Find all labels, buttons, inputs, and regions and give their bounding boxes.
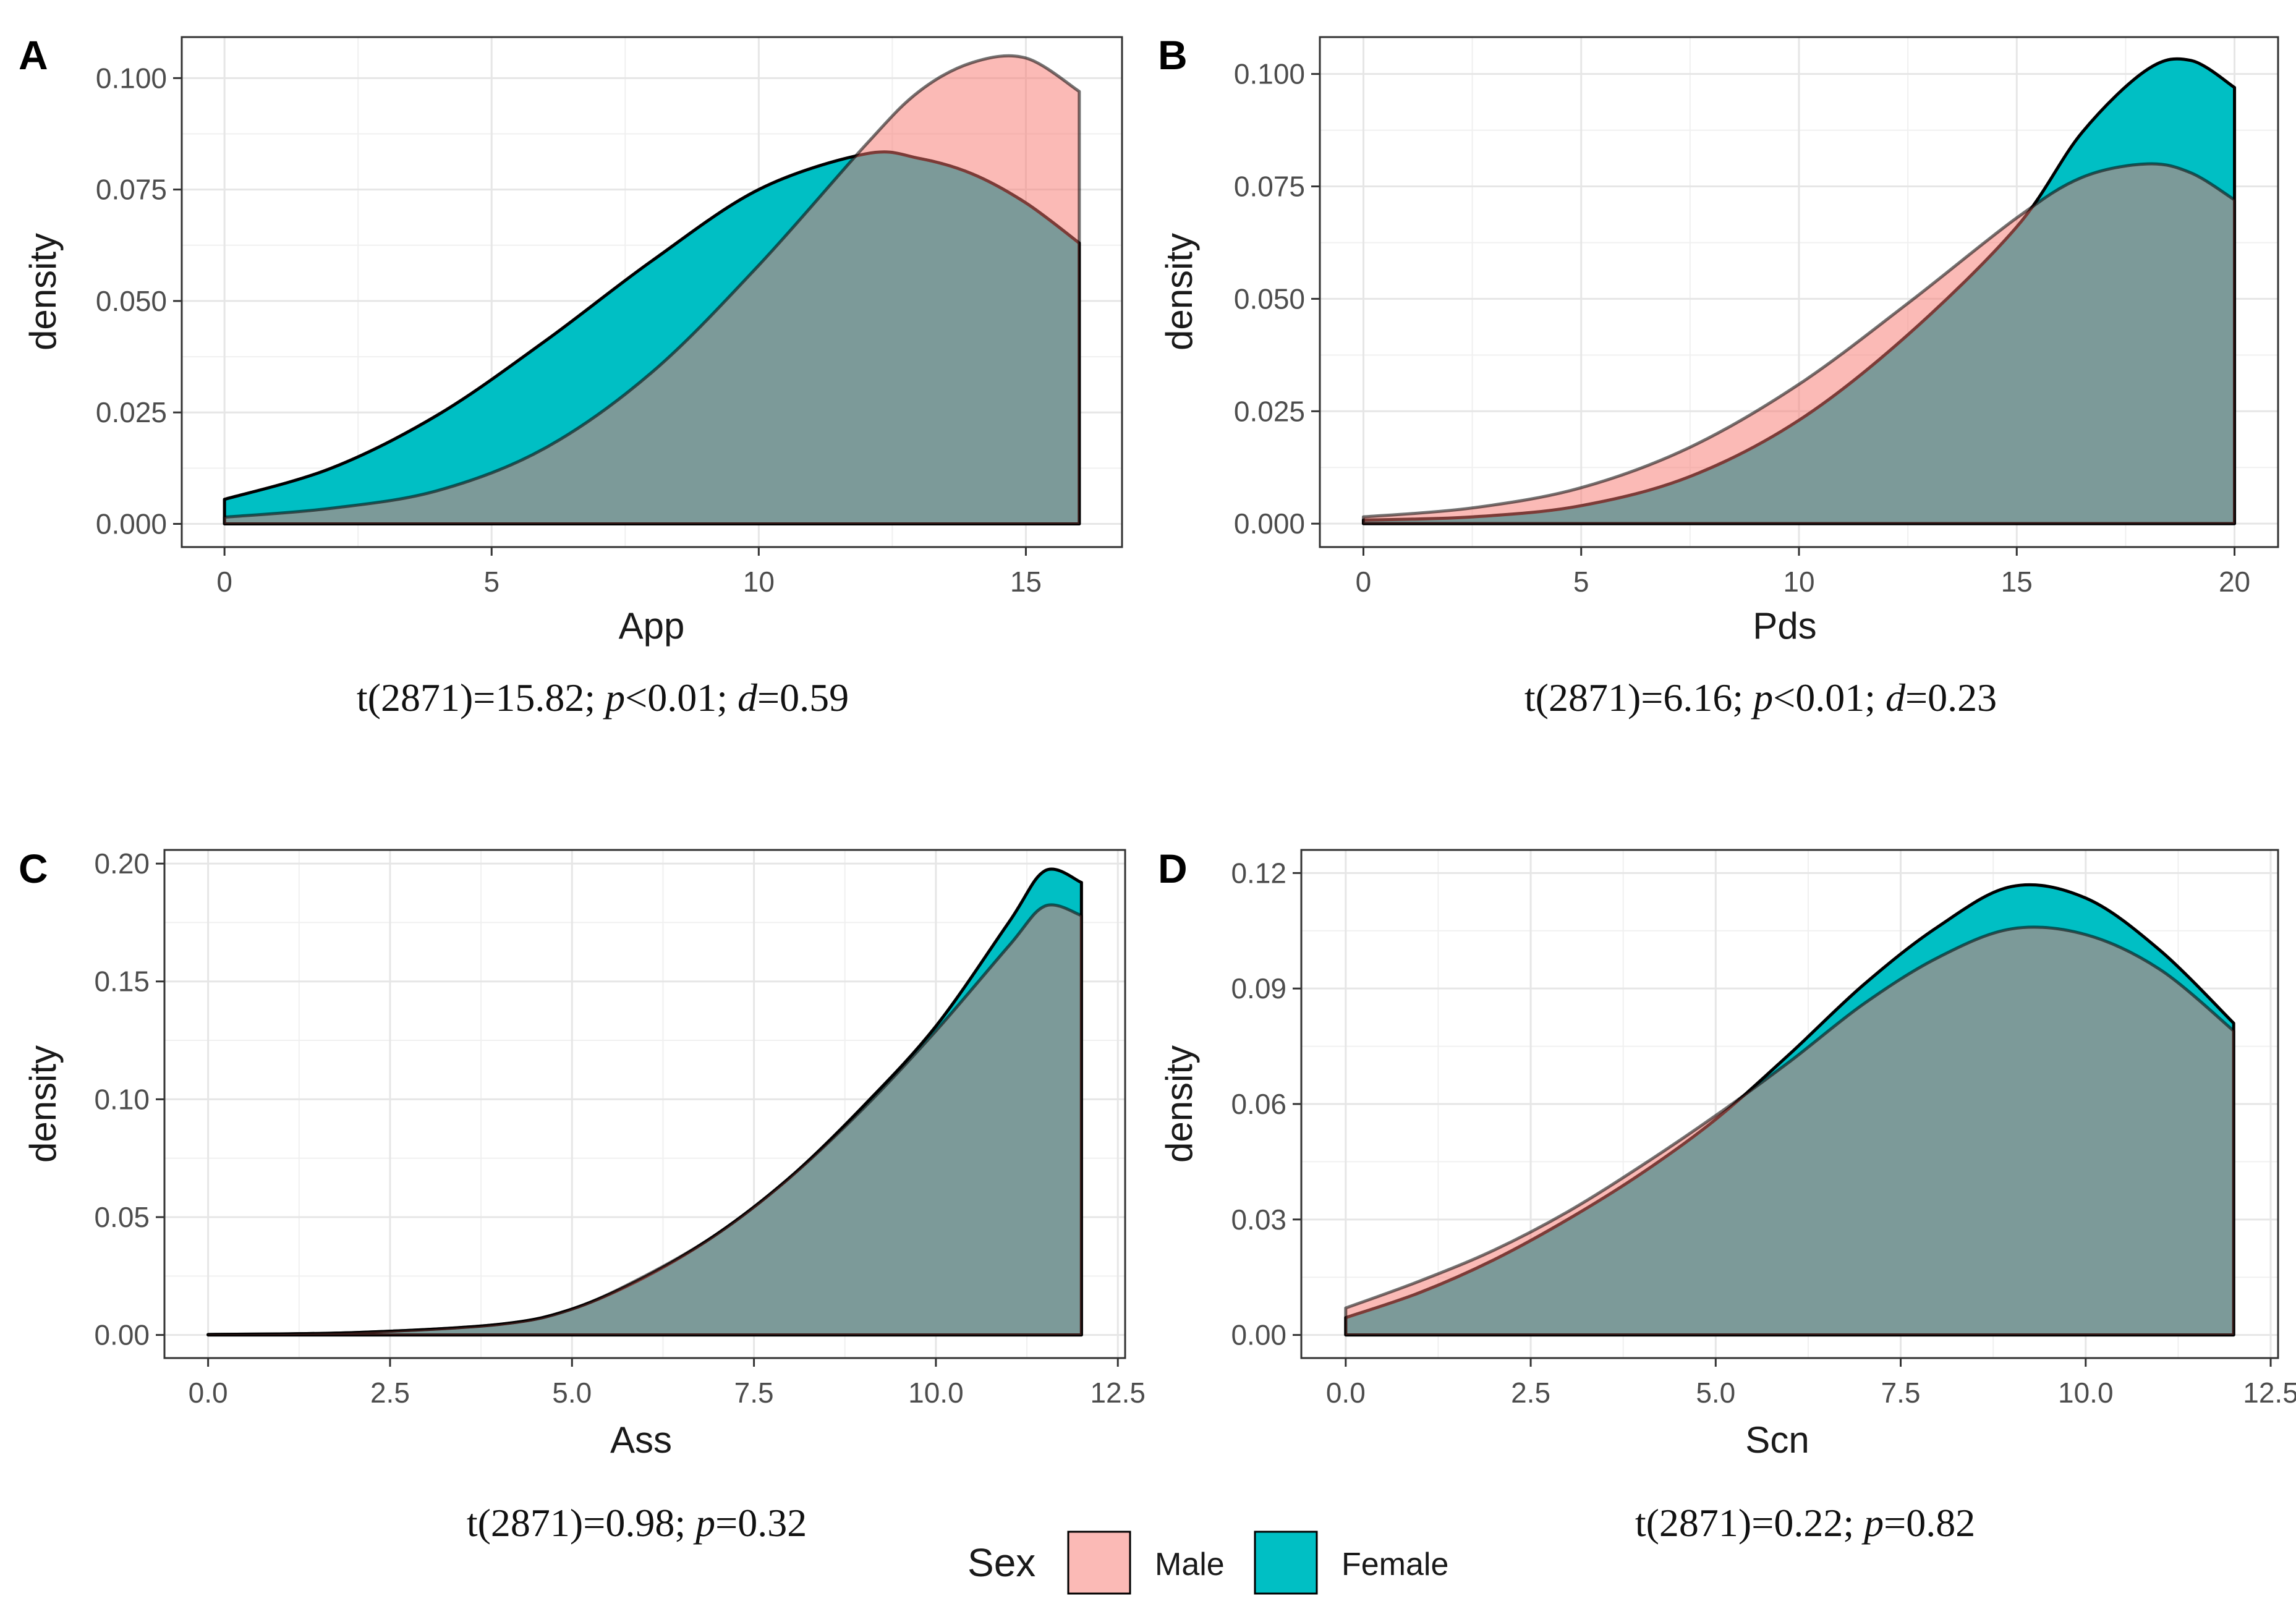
x-tick-label: 2.5 [370, 1377, 410, 1409]
x-tick-label: 5.0 [1696, 1377, 1735, 1409]
y-tick-label: 0.000 [1234, 507, 1305, 540]
panel-a-frame [181, 36, 1123, 548]
panel-b-stats-d-value: =0.23 [1905, 676, 1997, 720]
panel-c: 0.0 2.5 5.0 7.5 10.0 12.5 0.00 0.05 0.10 0.15 0.20… [19, 846, 1146, 1545]
x-tick-label: 5.0 [552, 1377, 592, 1409]
y-tick-label: 0.10 [94, 1083, 150, 1115]
panel-a: 0 5 10 15 0.000 0.025 0.050 0.075 0.100 A App de… [19, 32, 1123, 720]
density-area-male [223, 54, 1081, 525]
x-tick-label: 2.5 [1511, 1377, 1550, 1409]
y-tick-label: 0.00 [94, 1319, 150, 1351]
panel-a-ticks: 0 5 10 15 0.000 0.025 0.050 0.075 0.100 [96, 62, 1042, 598]
panel-b-ticks: 0 5 10 15 20 0.000 0.025 0.050 0.075 0.100 [1234, 58, 2250, 598]
y-tick-label: 0.09 [1231, 972, 1286, 1004]
panel-d-stats-p-value: =0.82 [1884, 1501, 1975, 1545]
x-tick-label: 15 [2001, 566, 2033, 598]
x-tick-label: 5 [483, 566, 500, 598]
panel-b-tag: B [1158, 32, 1188, 78]
panel-d-xlabel: Scn [1745, 1419, 1809, 1461]
panel-c-stats: t(2871)=0.98; p=0.32 [467, 1501, 807, 1545]
panel-d-areas [1344, 883, 2235, 1337]
y-tick-label: 0.100 [1234, 58, 1305, 90]
panel-b-stats-prefix: t(2871)=6.16; [1524, 676, 1753, 720]
x-tick-label: 0 [216, 566, 232, 598]
panel-a-stats-p-value: <0.01; [625, 676, 738, 720]
panel-d-stats: t(2871)=0.22; p=0.82 [1635, 1501, 1975, 1545]
panel-a-stats-d-value: =0.59 [757, 676, 849, 720]
x-tick-label: 7.5 [734, 1377, 774, 1409]
panel-c-areas [206, 867, 1083, 1337]
x-tick-label: 12.5 [2243, 1377, 2296, 1409]
panel-a-stats: t(2871)=15.82; p<0.01; d=0.59 [357, 676, 849, 720]
panel-b-ylabel: density [1159, 233, 1200, 350]
panel-c-stats-p: p [693, 1501, 715, 1545]
y-tick-label: 0.050 [1234, 282, 1305, 315]
x-tick-label: 10 [743, 566, 775, 598]
y-tick-label: 0.06 [1231, 1088, 1286, 1120]
legend: Sex Male Female [967, 1531, 1448, 1595]
x-tick-label: 10.0 [2058, 1377, 2114, 1409]
density-area-male [206, 903, 1083, 1337]
panel-c-ticks: 0.0 2.5 5.0 7.5 10.0 12.5 0.00 0.05 0.10 0.15 0.20 [94, 847, 1146, 1409]
y-tick-label: 0.100 [96, 62, 167, 94]
x-tick-label: 0.0 [189, 1377, 228, 1409]
panel-b-xlabel: Pds [1753, 605, 1816, 647]
panel-c-tag: C [19, 846, 48, 891]
y-tick-label: 0.075 [96, 174, 167, 206]
panel-a-stats-p: p [603, 676, 625, 720]
panel-b-stats: t(2871)=6.16; p<0.01; d=0.23 [1524, 676, 1997, 720]
panel-a-stats-prefix: t(2871)=15.82; [357, 676, 605, 720]
panel-b-areas [1361, 57, 2237, 525]
panel-a-areas [223, 54, 1081, 525]
x-tick-label: 0 [1356, 566, 1372, 598]
y-tick-label: 0.03 [1231, 1204, 1286, 1236]
x-tick-label: 15 [1010, 566, 1042, 598]
y-tick-label: 0.050 [96, 285, 167, 317]
y-tick-label: 0.05 [94, 1201, 150, 1233]
panel-d-stats-p: p [1861, 1501, 1884, 1545]
legend-label-male: Male [1155, 1547, 1225, 1582]
panel-b-stats-p-value: <0.01; [1773, 676, 1886, 720]
y-tick-label: 0.025 [1234, 395, 1305, 427]
x-tick-label: 20 [2219, 566, 2250, 598]
panel-c-stats-prefix: t(2871)=0.98; [467, 1501, 695, 1545]
density-area-male [1361, 162, 2237, 525]
panel-d-ticks: 0.0 2.5 5.0 7.5 10.0 12.5 0.00 0.03 0.06 0.09 0.12 [1231, 857, 2296, 1409]
x-tick-label: 10.0 [908, 1377, 964, 1409]
y-tick-label: 0.075 [1234, 171, 1305, 203]
panel-d-ylabel: density [1159, 1045, 1200, 1163]
x-tick-label: 5 [1573, 566, 1589, 598]
panel-d-stats-prefix: t(2871)=0.22; [1635, 1501, 1864, 1545]
panel-b-stats-p: p [1751, 676, 1773, 720]
x-tick-label: 0.0 [1326, 1377, 1366, 1409]
legend-title: Sex [967, 1540, 1035, 1585]
x-tick-label: 12.5 [1090, 1377, 1146, 1409]
panel-a-ylabel: density [22, 233, 64, 350]
panel-b-stats-d: d [1886, 676, 1906, 720]
density-area-male [1344, 925, 2235, 1337]
y-tick-label: 0.025 [96, 396, 167, 428]
y-tick-label: 0.000 [96, 508, 167, 540]
panel-d-tag: D [1158, 846, 1188, 891]
panel-c-xlabel: Ass [610, 1419, 672, 1461]
y-tick-label: 0.15 [94, 966, 150, 998]
panel-d: 0.0 2.5 5.0 7.5 10.0 12.5 0.00 0.03 0.06 0.09 0.12… [1158, 846, 2296, 1545]
panel-c-frame [163, 849, 1126, 1359]
panel-a-tag: A [19, 32, 48, 78]
x-tick-label: 10 [1783, 566, 1814, 598]
legend-swatch-female [1254, 1531, 1318, 1595]
panel-c-ylabel: density [22, 1045, 64, 1163]
y-tick-label: 0.00 [1231, 1319, 1286, 1351]
panel-a-xlabel: App [619, 605, 685, 647]
y-tick-label: 0.20 [94, 847, 150, 880]
legend-label-female: Female [1341, 1547, 1448, 1582]
y-tick-label: 0.12 [1231, 857, 1286, 889]
panel-c-stats-p-value: =0.32 [715, 1501, 807, 1545]
legend-swatch-male [1067, 1531, 1131, 1595]
panel-a-stats-d: d [738, 676, 758, 720]
x-tick-label: 7.5 [1881, 1377, 1921, 1409]
